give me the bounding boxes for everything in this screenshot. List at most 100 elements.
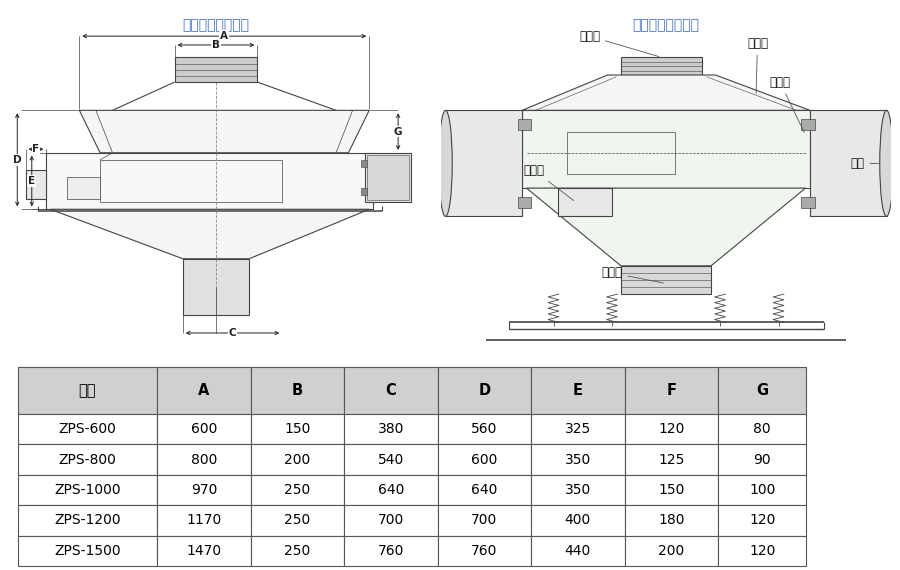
Bar (625, 505, 718, 536)
Polygon shape (79, 111, 369, 153)
Text: 440: 440 (565, 544, 591, 557)
Text: 325: 325 (565, 422, 591, 436)
Text: 200: 200 (658, 544, 685, 557)
Bar (46, 153, 373, 209)
Bar (367, 154, 409, 201)
Bar (531, 536, 625, 566)
Bar (625, 414, 718, 445)
Bar (100, 160, 283, 202)
Bar (251, 505, 344, 536)
Bar (437, 475, 531, 505)
Bar (158, 445, 251, 475)
Text: 600: 600 (472, 453, 498, 467)
Text: 350: 350 (565, 483, 591, 497)
Bar (621, 266, 711, 294)
Bar (625, 367, 718, 414)
Bar (251, 445, 344, 475)
Text: C: C (229, 328, 237, 338)
Bar (718, 367, 806, 414)
Bar (365, 153, 410, 202)
Text: 760: 760 (378, 544, 404, 557)
Bar (183, 259, 249, 315)
Text: A: A (198, 383, 210, 398)
Bar (344, 475, 437, 505)
Text: ZPS-1500: ZPS-1500 (54, 544, 121, 557)
Text: 100: 100 (749, 483, 776, 497)
Bar (718, 536, 806, 566)
Bar (437, 536, 531, 566)
Bar (810, 111, 886, 217)
Bar (344, 536, 437, 566)
Bar (158, 367, 251, 414)
Text: 120: 120 (658, 422, 685, 436)
Text: 电机: 电机 (850, 157, 879, 170)
Bar (18, 505, 158, 536)
Bar (67, 177, 100, 199)
Text: 640: 640 (378, 483, 404, 497)
Bar (625, 475, 718, 505)
Bar (158, 475, 251, 505)
Bar (718, 414, 806, 445)
Bar (567, 132, 675, 174)
Text: 1170: 1170 (186, 514, 221, 527)
Bar (18, 367, 158, 414)
Bar (437, 505, 531, 536)
Bar (518, 197, 531, 207)
Text: 700: 700 (472, 514, 498, 527)
Bar (531, 505, 625, 536)
Text: A: A (220, 31, 229, 41)
Bar (801, 197, 814, 207)
Text: 180: 180 (658, 514, 685, 527)
Bar (18, 536, 158, 566)
Text: B: B (292, 383, 303, 398)
Bar (801, 119, 814, 130)
Bar (718, 445, 806, 475)
Text: 200: 200 (284, 453, 310, 467)
Polygon shape (522, 75, 810, 111)
Bar (251, 536, 344, 566)
Text: 250: 250 (284, 544, 310, 557)
Text: C: C (385, 383, 396, 398)
Text: 120: 120 (749, 514, 776, 527)
Text: 540: 540 (378, 453, 404, 467)
Text: D: D (13, 155, 22, 165)
Ellipse shape (880, 111, 893, 217)
Text: 400: 400 (565, 514, 591, 527)
Text: ZPS-1200: ZPS-1200 (54, 514, 121, 527)
Bar (344, 445, 437, 475)
Text: ZPS-600: ZPS-600 (58, 422, 116, 436)
Text: 125: 125 (658, 453, 685, 467)
Bar (344, 414, 437, 445)
Bar (437, 414, 531, 445)
Bar (531, 445, 625, 475)
Bar (558, 188, 612, 217)
Text: 600: 600 (191, 422, 217, 436)
Text: 型号: 型号 (78, 383, 96, 398)
Text: 150: 150 (658, 483, 685, 497)
Bar (625, 536, 718, 566)
Text: 120: 120 (749, 544, 776, 557)
Bar (446, 111, 522, 217)
Bar (175, 58, 257, 82)
Text: F: F (32, 144, 40, 154)
Bar (437, 367, 531, 414)
Bar (718, 475, 806, 505)
Text: 970: 970 (191, 483, 217, 497)
Bar (158, 414, 251, 445)
Text: 640: 640 (472, 483, 498, 497)
Bar (531, 475, 625, 505)
Bar (18, 475, 158, 505)
Bar (718, 505, 806, 536)
Text: 90: 90 (753, 453, 771, 467)
Text: ZPS-800: ZPS-800 (58, 453, 116, 467)
Text: 800: 800 (191, 453, 217, 467)
Bar (531, 414, 625, 445)
Text: 直排筛外形结构图: 直排筛外形结构图 (633, 18, 699, 32)
Bar (158, 536, 251, 566)
Text: 防尘盖: 防尘盖 (747, 36, 768, 93)
Text: 150: 150 (284, 422, 310, 436)
Text: ZPS-1000: ZPS-1000 (54, 483, 121, 497)
Text: D: D (478, 383, 491, 398)
Bar (518, 119, 531, 130)
Bar (18, 414, 158, 445)
